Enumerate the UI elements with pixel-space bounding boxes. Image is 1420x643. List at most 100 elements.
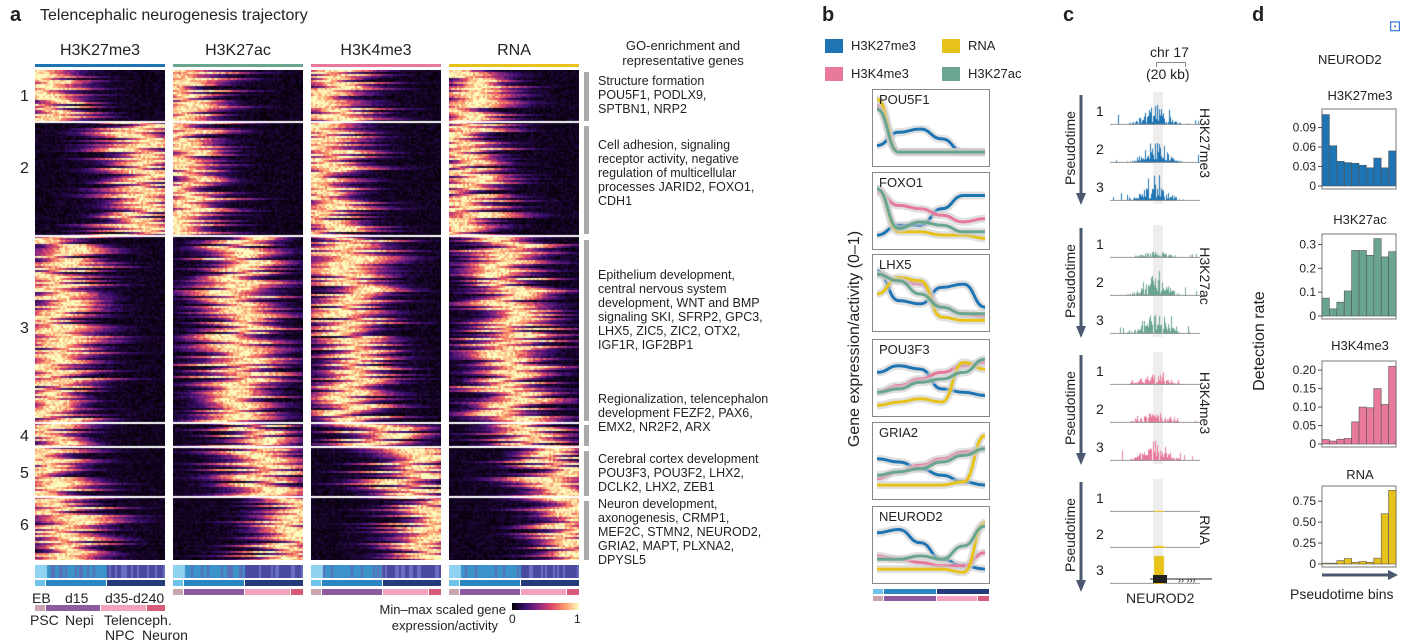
bar-chart-rna: 0 0.25 0.50 0.75	[1293, 485, 1397, 568]
celltype-bar	[311, 589, 441, 595]
trend-line-h3k27ac	[876, 187, 985, 234]
bar	[1343, 438, 1352, 445]
panel-b-label: b	[822, 4, 835, 26]
cluster-label-6: 6	[20, 517, 29, 534]
bar	[1358, 406, 1367, 445]
bin-label: 3	[1096, 179, 1104, 195]
bar-chart-h3k4me3: 0 0.05 0.10 0.15 0.20	[1293, 360, 1397, 448]
bin-label: 3	[1096, 312, 1104, 328]
bar	[1343, 162, 1352, 187]
mark-color-bar	[311, 64, 441, 67]
celltype-psc: PSC	[30, 612, 59, 628]
bar	[1380, 404, 1389, 445]
colorbar-max: 1	[574, 612, 581, 626]
heatmap-h3k4me3	[311, 70, 441, 560]
bar	[1388, 150, 1397, 187]
bar	[1329, 145, 1338, 187]
go-term-1: Structure formation POU5F1, PODLX9, SPTB…	[598, 74, 707, 116]
y-tick-label: 0.50	[1293, 515, 1317, 529]
coverage-track	[1110, 266, 1200, 296]
gene-trend-pou3f3: POU3F3	[872, 339, 990, 417]
bar	[1351, 162, 1360, 187]
bin-label: 2	[1096, 274, 1104, 290]
panel-d-gene: NEUROD2	[1318, 52, 1382, 67]
cluster-label-3: 3	[20, 320, 29, 337]
stage-d15: d15	[65, 590, 89, 606]
coverage-track	[1110, 482, 1200, 512]
go-cluster-bar	[584, 240, 589, 421]
heatmap-rna	[449, 70, 579, 560]
bar	[1373, 388, 1382, 445]
bin-label: 2	[1096, 401, 1104, 417]
cluster-label-1: 1	[20, 88, 29, 105]
coverage-track	[1110, 518, 1200, 548]
bin-label: 2	[1096, 526, 1104, 542]
legend-text: H3K27me3	[851, 38, 917, 53]
bar	[1366, 254, 1375, 317]
gene-name: POU3F3	[879, 342, 930, 357]
trend-line-rna	[877, 434, 986, 487]
pseudotime-barcode	[173, 565, 303, 578]
bar	[1358, 561, 1367, 565]
stage-bar	[35, 580, 165, 586]
bar	[1388, 251, 1397, 317]
gene-name: POU5F1	[879, 92, 930, 107]
bar	[1321, 297, 1330, 317]
bar	[1358, 164, 1367, 187]
y-tick-label: 0.15	[1293, 382, 1317, 396]
legend-h3k27me3: H3K27me3	[825, 38, 916, 53]
go-cluster-bar	[584, 451, 589, 496]
stage-eb: EB	[32, 590, 51, 606]
stage-bar	[173, 580, 303, 586]
svg-text:›› ›››: ›› ›››	[1178, 575, 1196, 584]
bar	[1321, 114, 1330, 187]
legend-text: H3K27ac	[968, 66, 1022, 81]
mark-color-bar	[35, 64, 165, 67]
panel-b-celltype-bar	[873, 596, 989, 601]
bar	[1373, 238, 1382, 317]
colorbar-min: 0	[509, 612, 516, 626]
bar	[1336, 301, 1345, 317]
bar	[1329, 308, 1338, 317]
heatmap-header-3: RNA	[497, 42, 531, 59]
bar	[1366, 167, 1375, 187]
bar	[1329, 440, 1338, 445]
mark-color-bar	[173, 64, 303, 67]
y-tick-label: 0.03	[1293, 160, 1317, 174]
pseudotime-down-arrow-icon	[1076, 482, 1086, 592]
colorbar	[512, 603, 579, 610]
bar	[1351, 562, 1360, 565]
panel-d-label: d	[1252, 4, 1265, 26]
bin-label: 2	[1096, 141, 1104, 157]
panel-b-ylabel: Gene expression/activity (0–1)	[846, 230, 863, 448]
gene-name: LHX5	[879, 257, 912, 272]
bar	[1329, 562, 1338, 565]
bar	[1343, 558, 1352, 565]
bar	[1380, 167, 1389, 187]
legend-h3k4me3: H3K4me3	[825, 66, 909, 81]
pseudotime-barcode	[35, 565, 165, 578]
gene-trend-gria2: GRIA2	[872, 422, 990, 500]
y-tick-label: 0.05	[1293, 419, 1317, 433]
cluster-label-2: 2	[20, 160, 29, 177]
stage-d35-d240: d35-d240	[105, 590, 165, 606]
go-header: GO-enrichment and representative genes	[622, 38, 744, 68]
heatmap-h3k27ac	[173, 70, 303, 560]
bar	[1343, 290, 1352, 317]
panel-a-title: Telencephalic neurogenesis trajectory	[40, 7, 308, 24]
bar	[1321, 562, 1330, 565]
go-cluster-bar	[584, 72, 589, 121]
coverage-track	[1110, 95, 1200, 125]
go-cluster-bar	[584, 425, 589, 446]
pseudotime-down-arrow-icon	[1076, 355, 1086, 465]
colorbar-label-2: expression/activity	[391, 618, 498, 633]
panel-a-label: a	[10, 4, 22, 26]
bar	[1373, 157, 1382, 187]
trend-line-h3k27ac	[877, 524, 986, 561]
lens-icon[interactable]: ⊡	[1388, 18, 1402, 35]
coverage-track	[1110, 393, 1200, 423]
bin-label: 3	[1096, 439, 1104, 455]
legend-text: RNA	[968, 38, 996, 53]
panel-d-ylabel: Detection rate	[1251, 291, 1268, 391]
legend-h3k27ac: H3K27ac	[942, 66, 1021, 81]
